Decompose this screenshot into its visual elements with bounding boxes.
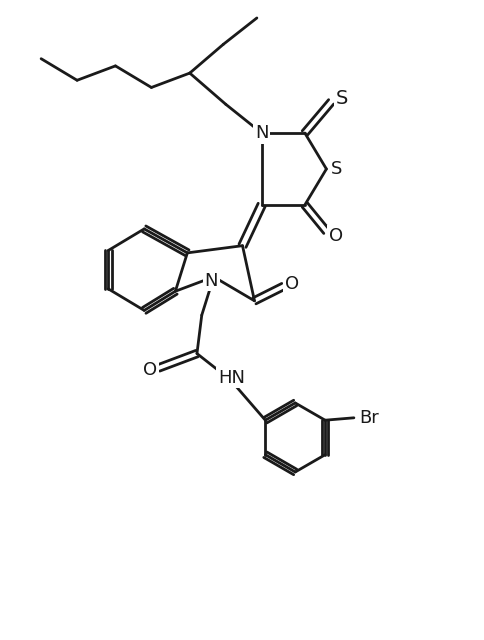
Text: O: O <box>328 227 342 245</box>
Text: HN: HN <box>217 369 244 387</box>
Text: N: N <box>204 272 218 290</box>
Text: S: S <box>331 160 342 178</box>
Text: S: S <box>335 88 347 108</box>
Text: O: O <box>143 362 157 380</box>
Text: O: O <box>284 275 298 293</box>
Text: Br: Br <box>359 409 378 427</box>
Text: N: N <box>255 124 268 142</box>
